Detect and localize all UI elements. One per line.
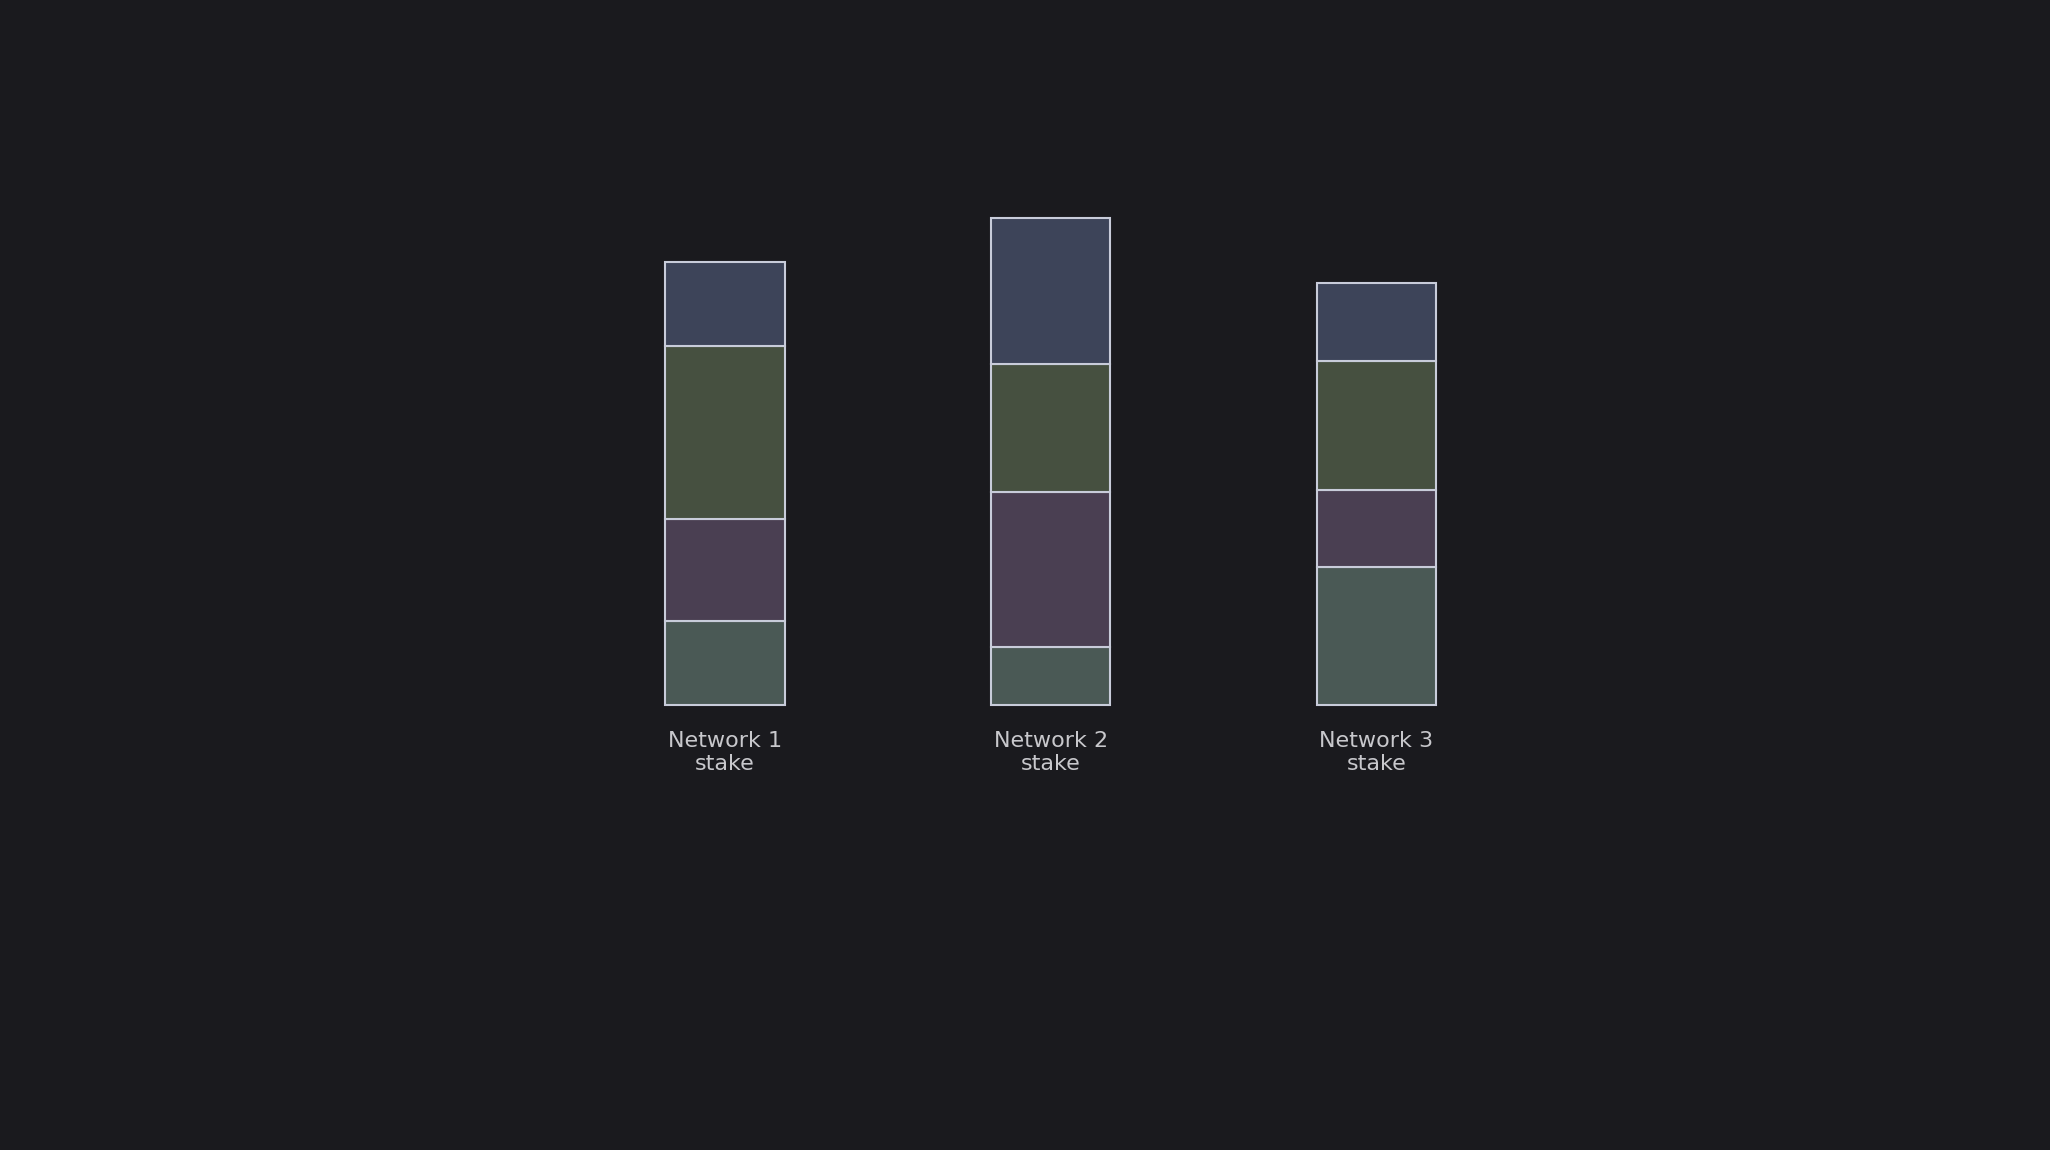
Text: Network 1
stake: Network 1 stake [668, 731, 781, 774]
FancyBboxPatch shape [990, 492, 1111, 647]
FancyBboxPatch shape [666, 346, 785, 519]
FancyBboxPatch shape [1316, 490, 1435, 567]
FancyBboxPatch shape [1316, 283, 1435, 361]
FancyBboxPatch shape [666, 621, 785, 705]
FancyBboxPatch shape [1316, 567, 1435, 705]
FancyBboxPatch shape [1316, 361, 1435, 490]
Text: Network 3
stake: Network 3 stake [1320, 731, 1433, 774]
FancyBboxPatch shape [990, 217, 1111, 363]
Text: Network 2
stake: Network 2 stake [994, 731, 1107, 774]
FancyBboxPatch shape [990, 647, 1111, 705]
FancyBboxPatch shape [666, 519, 785, 621]
FancyBboxPatch shape [666, 262, 785, 346]
FancyBboxPatch shape [990, 363, 1111, 492]
